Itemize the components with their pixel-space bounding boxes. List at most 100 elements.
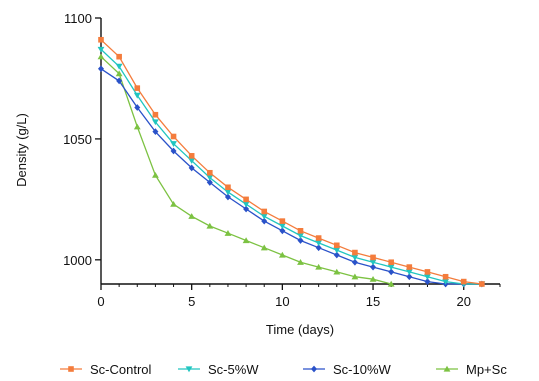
legend-marker <box>311 365 317 373</box>
data-point <box>242 237 250 244</box>
data-point <box>333 251 340 259</box>
series-layer <box>97 36 486 288</box>
data-point <box>224 193 231 201</box>
data-point <box>98 65 104 73</box>
axes: 1000 1050 1100 0 5 10 15 20 <box>63 11 501 309</box>
data-point <box>133 92 141 99</box>
series-line <box>100 39 482 285</box>
legend-marker <box>68 366 74 372</box>
y-tick-label: 1000 <box>63 253 92 268</box>
data-point <box>242 201 250 208</box>
data-point <box>206 179 213 186</box>
data-point <box>333 268 341 275</box>
data-point <box>279 227 286 235</box>
x-tick-label: 20 <box>456 294 470 309</box>
data-point <box>133 123 141 130</box>
data-point <box>460 278 467 285</box>
series-line <box>100 48 482 285</box>
data-point <box>207 169 213 176</box>
data-point <box>352 249 358 256</box>
series-mp-sc <box>97 53 395 287</box>
series-sc-10-w <box>98 65 485 288</box>
data-point <box>243 196 249 203</box>
x-tick-label: 5 <box>188 294 195 309</box>
y-tick-label: 1050 <box>63 132 92 147</box>
legend-label: Mp+Sc <box>466 362 507 377</box>
data-point <box>115 63 123 70</box>
data-point <box>152 111 159 118</box>
data-point <box>424 274 431 280</box>
data-point <box>297 228 304 234</box>
data-point <box>116 77 123 85</box>
series-line <box>100 68 482 285</box>
data-point <box>370 254 376 261</box>
data-point <box>97 46 105 53</box>
data-point <box>297 237 304 244</box>
data-point <box>170 133 177 140</box>
data-point <box>206 222 214 229</box>
data-point <box>315 240 323 247</box>
data-point <box>424 269 431 275</box>
data-point <box>278 223 286 230</box>
data-point <box>388 268 395 276</box>
data-point <box>116 53 122 60</box>
data-point <box>152 119 159 126</box>
data-point <box>315 235 322 241</box>
data-point <box>188 153 195 159</box>
data-point <box>170 201 177 207</box>
data-point <box>333 247 341 254</box>
data-point <box>315 244 322 252</box>
data-point <box>170 147 177 155</box>
data-point <box>188 158 196 164</box>
data-point <box>188 164 195 172</box>
data-point <box>134 85 141 91</box>
y-tick-label: 1100 <box>64 11 92 26</box>
data-point <box>243 205 250 213</box>
legend-entry: Sc-5%W <box>178 362 259 377</box>
data-point <box>98 36 104 43</box>
data-point <box>224 230 232 236</box>
x-tick-label: 15 <box>366 294 380 309</box>
data-point <box>170 141 177 147</box>
legend-label: Sc-Control <box>90 362 152 377</box>
data-point <box>297 233 304 239</box>
data-point <box>134 104 141 111</box>
data-point <box>278 251 286 258</box>
data-point <box>405 269 413 276</box>
y-axis-label: Density (g/L) <box>14 113 29 187</box>
legend-entry: Mp+Sc <box>436 362 507 377</box>
x-axis-label: Time (days) <box>266 322 334 337</box>
data-point <box>152 128 159 136</box>
data-point <box>152 171 159 178</box>
data-point <box>369 275 377 282</box>
data-point <box>261 217 268 225</box>
data-point <box>442 273 449 280</box>
data-point <box>387 280 395 287</box>
data-point <box>424 278 431 285</box>
x-tick-label: 10 <box>275 294 289 309</box>
x-tick-label: 0 <box>97 294 104 309</box>
data-point <box>224 189 232 196</box>
data-point <box>442 278 449 285</box>
data-point <box>297 259 304 265</box>
data-point <box>406 273 413 281</box>
legend: Sc-Control Sc-5%W Sc-10%W Mp+Sc <box>60 362 507 377</box>
legend-marker <box>443 365 451 372</box>
data-point <box>479 281 485 287</box>
series-sc-control <box>98 36 485 287</box>
legend-label: Sc-10%W <box>333 362 392 377</box>
data-point <box>97 53 105 60</box>
data-point <box>351 273 359 280</box>
data-point <box>260 244 268 251</box>
legend-label: Sc-5%W <box>208 362 259 377</box>
data-point <box>406 264 413 270</box>
data-point <box>260 213 268 220</box>
data-point <box>279 218 286 224</box>
data-point <box>369 259 377 266</box>
data-point <box>206 175 214 181</box>
data-point <box>333 242 340 249</box>
legend-marker <box>185 366 193 373</box>
data-point <box>315 263 323 270</box>
data-point <box>351 254 359 261</box>
